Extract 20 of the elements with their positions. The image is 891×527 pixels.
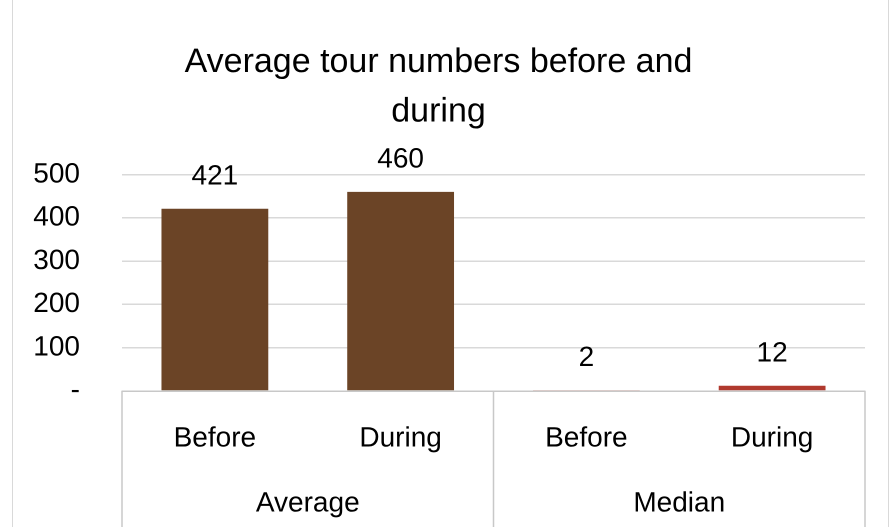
text: Median [633, 486, 726, 518]
bar [718, 386, 826, 390]
y-tick-label: 200 [33, 287, 80, 318]
x-tick-label: During [359, 422, 442, 453]
data-label: 2 [578, 340, 594, 372]
data-label: 460 [377, 142, 424, 174]
data-label: 421 [192, 160, 238, 191]
y-tick-label: 400 [33, 200, 80, 232]
y-tick-label: - [70, 374, 80, 405]
bar [161, 208, 268, 390]
text: Average [256, 486, 360, 518]
chart-title: Average tour numbers before and during [184, 42, 692, 130]
x-tick-label: Before [174, 422, 256, 453]
x-tick-label: Before [545, 422, 628, 453]
data-label: 12 [756, 336, 788, 368]
y-tick-label: 100 [33, 330, 80, 362]
bar [347, 192, 454, 390]
x-tick-label: During [730, 422, 814, 453]
y-tick-label: 300 [33, 244, 80, 275]
y-tick-label: 500 [33, 157, 80, 188]
